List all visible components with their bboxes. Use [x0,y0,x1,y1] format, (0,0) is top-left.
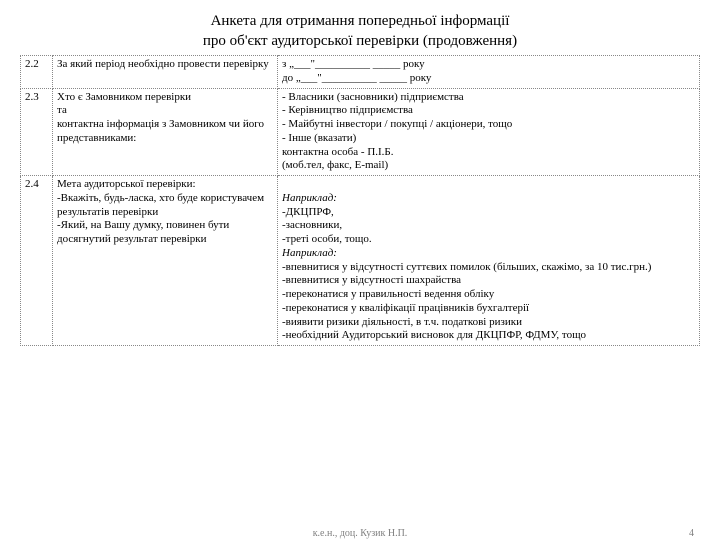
page-title: Анкета для отримання попередньої інформа… [20,12,700,51]
row-question: За який період необхідно провести переві… [53,56,278,89]
row-answer: Наприклад:-ДКЦПРФ,-засновники,-треті осо… [278,176,700,346]
title-line-2: про об'єкт аудиторської перевірки (продо… [203,33,517,49]
row-answer: з „___"__________ _____ рокудо „___"____… [278,56,700,89]
page-number: 4 [689,528,694,539]
row-answer: - Власники (засновники) підприємства- Ке… [278,88,700,176]
row-number: 2.4 [21,176,53,346]
table-row: 2.3 Хто є Замовником перевіркитаконтактн… [21,88,700,176]
row-number: 2.3 [21,88,53,176]
row-number: 2.2 [21,56,53,89]
title-line-1: Анкета для отримання попередньої інформа… [211,13,510,29]
footer-author: к.е.н., доц. Кузик Н.П. [0,528,720,539]
row-question: Хто є Замовником перевіркитаконтактна ін… [53,88,278,176]
questionnaire-table: 2.2 За який період необхідно провести пе… [20,55,700,346]
table-row: 2.4 Мета аудиторської перевірки:-Вкажіть… [21,176,700,346]
table-row: 2.2 За який період необхідно провести пе… [21,56,700,89]
row-question: Мета аудиторської перевірки:-Вкажіть, бу… [53,176,278,346]
